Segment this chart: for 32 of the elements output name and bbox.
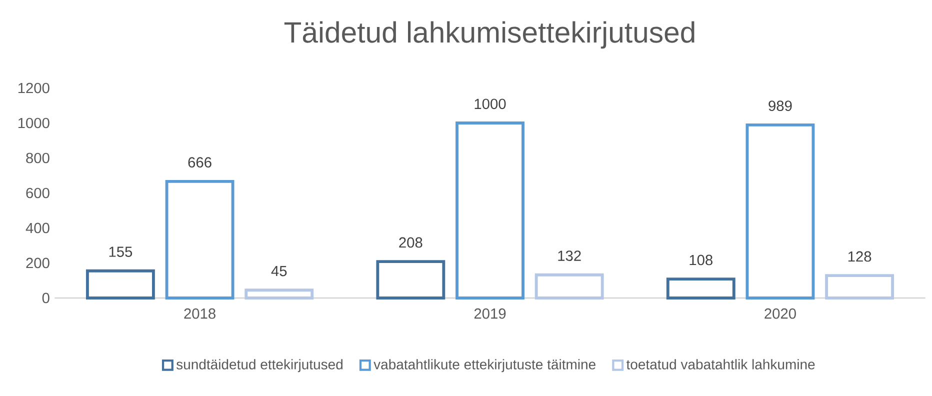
x-tick-label: 2018 — [184, 308, 216, 319]
chart-title: Täidetud lahkumisettekirjutused — [284, 21, 694, 49]
data-label: 208 — [399, 237, 422, 248]
legend-label: vabatahtlikute ettekirjutuste täitmine — [374, 359, 596, 372]
x-tick-label: 2019 — [474, 308, 506, 319]
bar — [666, 278, 736, 300]
data-label: 108 — [690, 254, 712, 266]
data-label: 132 — [558, 250, 581, 261]
legend-label: toetatud vabatahtlik lahkumine — [626, 359, 815, 370]
legend-label: sundtäidetud ettekirjutused — [176, 359, 342, 372]
data-label: 989 — [768, 100, 792, 112]
bar — [746, 123, 815, 300]
bar — [86, 269, 155, 300]
bar — [165, 180, 234, 300]
data-label: 155 — [109, 246, 132, 257]
y-tick-label: 600 — [26, 188, 50, 198]
y-tick-label: 1200 — [18, 82, 50, 94]
data-label: 128 — [848, 251, 872, 262]
y-tick-label: 400 — [26, 222, 50, 234]
bar — [456, 122, 524, 300]
bar — [244, 288, 314, 300]
bar — [376, 260, 446, 300]
data-label: 1000 — [474, 98, 506, 110]
data-label: 666 — [188, 157, 212, 168]
y-tick-label: 1000 — [18, 118, 50, 128]
x-tick-label: 2020 — [764, 308, 796, 319]
bar — [825, 274, 894, 300]
bar — [534, 273, 604, 300]
y-tick-label: 0 — [42, 292, 50, 304]
data-label: 45 — [271, 266, 287, 276]
y-tick-label: 200 — [26, 258, 50, 268]
y-tick-label: 800 — [26, 152, 50, 164]
